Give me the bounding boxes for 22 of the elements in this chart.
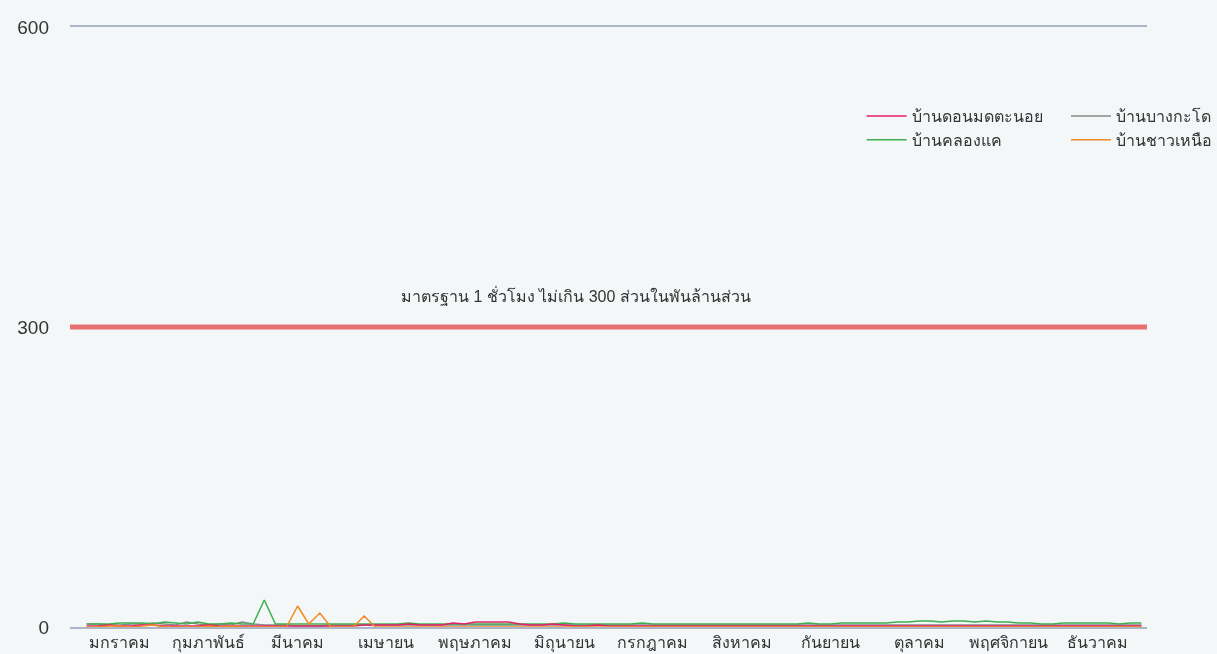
- legend-label: บ้านบางกะโด: [1116, 107, 1211, 126]
- y-tick-label: 0: [38, 616, 49, 638]
- legend-label: บ้านคลองแค: [911, 131, 1002, 149]
- x-tick-label: กันยายน: [801, 634, 861, 652]
- x-tick-label: มิถุนายน: [533, 634, 595, 654]
- legend-label: บ้านดอนมดตะนอย: [911, 108, 1043, 126]
- x-tick-label: กุมภาพันธ์: [172, 633, 246, 654]
- x-tick-label: เมษายน: [358, 634, 415, 652]
- x-tick-label: ธันวาคม: [1066, 634, 1128, 652]
- x-tick-label: กรกฎาคม: [617, 634, 689, 652]
- y-tick-label: 600: [17, 16, 49, 38]
- ref-line-label: มาตรฐาน 1 ชั่วโมง ไม่เกิน 300 ส่วนในพันล้านส่วน: [401, 285, 751, 306]
- x-tick-label: พฤษภาคม: [438, 634, 513, 652]
- x-tick-label: มีนาคม: [271, 634, 325, 652]
- x-tick-label: สิงหาคม: [711, 634, 772, 652]
- line-series: [85, 599, 1143, 625]
- x-tick-label: พฤศจิกายน: [968, 634, 1048, 652]
- x-tick-label: มกราคม: [89, 634, 151, 652]
- line-series: [85, 605, 1143, 627]
- x-tick-label: ตุลาคม: [893, 634, 945, 654]
- y-tick-label: 300: [17, 316, 49, 338]
- legend-label: บ้านชาวเหนือ: [1116, 131, 1212, 149]
